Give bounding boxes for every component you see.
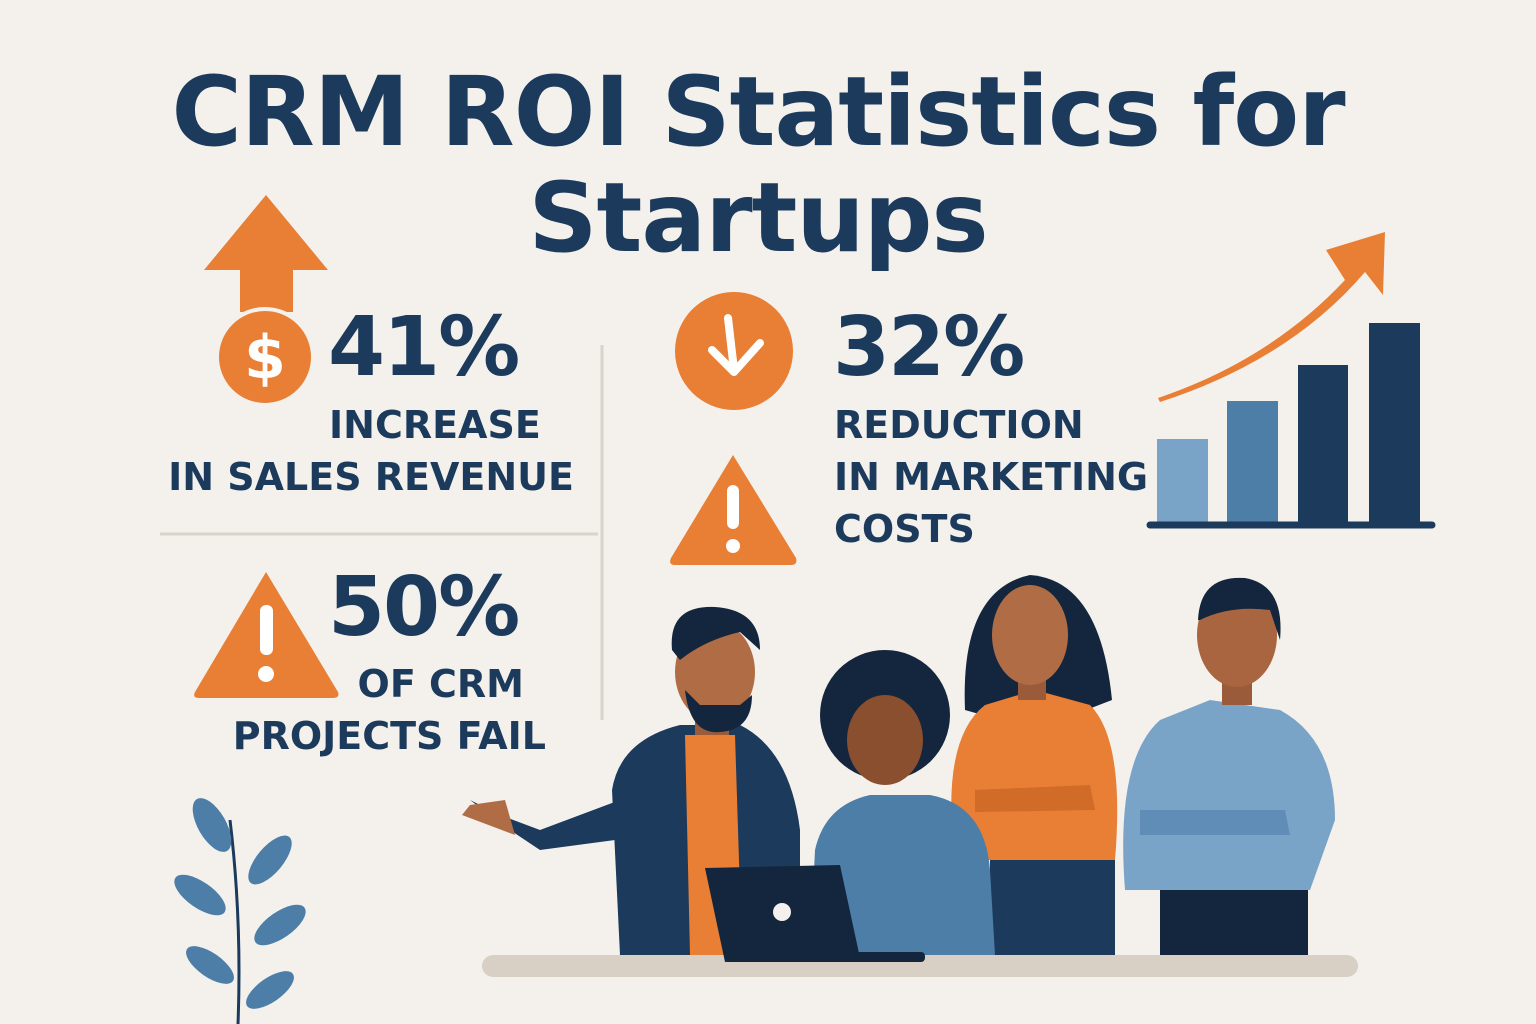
plant-icon bbox=[174, 798, 306, 1024]
stat-label-marketing-2: IN MARKETING bbox=[834, 455, 1149, 499]
growth-chart-icon bbox=[1146, 232, 1436, 529]
stat-value-failure: 50% bbox=[328, 560, 520, 655]
person-woman-arms-crossed bbox=[951, 575, 1118, 955]
svg-text:$: $ bbox=[244, 323, 286, 393]
person-man-right bbox=[1123, 577, 1335, 955]
down-arrow-circle-icon bbox=[675, 292, 793, 410]
bar bbox=[1298, 365, 1348, 525]
page-title-line2: Startups bbox=[528, 162, 988, 274]
stat-label-failure-2: PROJECTS FAIL bbox=[232, 714, 546, 758]
bar bbox=[1157, 439, 1208, 525]
warning-triangle-icon bbox=[194, 572, 339, 698]
up-arrow-icon bbox=[204, 195, 328, 312]
page-title: CRM ROI Statistics for bbox=[171, 56, 1345, 168]
stat-value-marketing: 32% bbox=[833, 300, 1025, 395]
trend-arrow bbox=[1158, 232, 1385, 402]
stat-label-failure-1: OF CRM bbox=[357, 662, 524, 706]
bar bbox=[1227, 401, 1278, 525]
table bbox=[482, 955, 1358, 977]
stat-label-sales-1: INCREASE bbox=[329, 403, 541, 447]
stat-label-marketing-3: COSTS bbox=[834, 507, 975, 551]
stat-label-sales-2: IN SALES REVENUE bbox=[168, 455, 574, 499]
bar bbox=[1369, 323, 1420, 525]
stat-label-marketing-1: REDUCTION bbox=[834, 403, 1084, 447]
stat-value-sales: 41% bbox=[328, 300, 520, 395]
warning-triangle-icon bbox=[670, 455, 797, 565]
dollar-icon: $ bbox=[215, 307, 315, 407]
person-woman-laptop bbox=[810, 650, 995, 955]
laptop-icon bbox=[705, 865, 925, 962]
